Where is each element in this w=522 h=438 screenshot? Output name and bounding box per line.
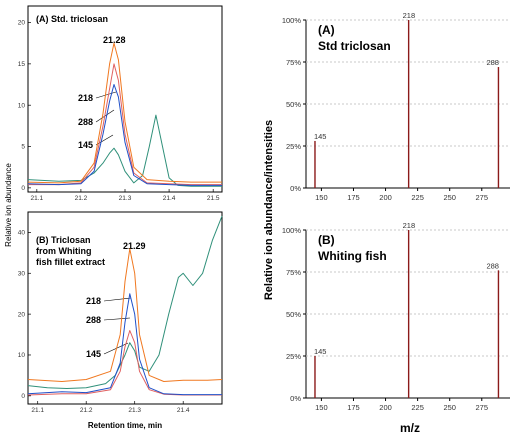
- pointer-line-145: [103, 342, 129, 355]
- y-tick-label: 25%: [286, 142, 301, 151]
- chromatogram-fish-title-line2: from Whiting: [36, 246, 92, 256]
- series-line: [27, 84, 222, 186]
- right-y-axis-label: Relative ion abundance/intensities: [263, 120, 275, 300]
- pointer-line-218: [103, 297, 132, 302]
- spectrum-fish-panel: (B) Whiting fish 0% 25% 50% 75% 100% 150 175 20…: [282, 221, 510, 412]
- spectrum-fish-title-line2: Whiting fish: [318, 249, 387, 263]
- x-tick-label: 200: [379, 403, 392, 412]
- pointer-line-218: [95, 91, 117, 99]
- bar-data-label: 145: [314, 132, 327, 141]
- x-tick-label: 21.1: [31, 407, 44, 414]
- chromatogram-fish-title-line1: (B) Triclosan: [36, 235, 91, 245]
- chromatogram-fish-ion-288: 288: [86, 315, 101, 325]
- series-line: [27, 248, 223, 382]
- series-line: [27, 293, 222, 396]
- bar-data-label: 218: [403, 11, 416, 20]
- y-tick-label: 100%: [282, 16, 302, 25]
- x-tick-label: 21.2: [80, 407, 93, 414]
- y-tick-label: 0%: [290, 394, 301, 403]
- x-tick-label: 175: [347, 403, 360, 412]
- x-tick-label: 150: [315, 193, 328, 202]
- chromatogram-std-panel: (A) Std. triclosan 21.28 218 288 145 0 5 1…: [18, 5, 223, 202]
- series-line: [27, 114, 222, 187]
- series-line: [27, 42, 222, 184]
- x-tick-label: 21.1: [30, 195, 43, 202]
- x-tick-label: 225: [411, 403, 424, 412]
- y-tick-label: 20: [18, 20, 26, 27]
- series-line: [27, 215, 223, 389]
- y-tick-label: 10: [18, 352, 26, 359]
- y-tick-label: 20: [18, 311, 26, 318]
- x-tick-label: 21.5: [207, 195, 220, 202]
- chromatogram-std-rt-label: 21.28: [103, 35, 126, 45]
- spectrum-std-title-line2: Std triclosan: [318, 39, 391, 53]
- spectrum-fish-title-line1: (B): [318, 233, 335, 247]
- y-tick-label: 75%: [286, 58, 301, 67]
- y-tick-label: 0: [21, 185, 25, 192]
- y-tick-label: 0%: [290, 184, 301, 193]
- y-tick-label: 30: [18, 270, 26, 277]
- chromatogram-std-title: (A) Std. triclosan: [36, 14, 108, 24]
- x-tick-label: 150: [315, 403, 328, 412]
- x-tick-label: 275: [476, 193, 489, 202]
- y-tick-label: 15: [18, 61, 26, 68]
- chromatogram-fish-ion-218: 218: [86, 296, 101, 306]
- x-tick-label: 200: [379, 193, 392, 202]
- x-tick-label: 21.4: [163, 195, 176, 202]
- right-x-axis-label: m/z: [400, 421, 420, 435]
- spectrum-std-title-line1: (A): [318, 23, 335, 37]
- bar-data-label: 145: [314, 347, 327, 356]
- chromatogram-std-frame: [27, 5, 223, 193]
- x-tick-label: 21.3: [128, 407, 141, 414]
- y-tick-label: 75%: [286, 268, 301, 277]
- bar-data-label: 288: [486, 58, 499, 67]
- chromatogram-fish-rt-label: 21.29: [123, 241, 146, 251]
- x-tick-label: 225: [411, 193, 424, 202]
- bar-data-label: 218: [403, 221, 416, 230]
- y-tick-label: 5: [21, 144, 25, 151]
- x-tick-label: 21.3: [119, 195, 132, 202]
- chromatogram-fish-ion-145: 145: [86, 349, 101, 359]
- x-tick-label: 275: [476, 403, 489, 412]
- chromatogram-std-ion-218: 218: [78, 93, 93, 103]
- chromatogram-fish-frame: [27, 211, 223, 405]
- y-tick-label: 50%: [286, 100, 301, 109]
- y-tick-label: 25%: [286, 352, 301, 361]
- bar-data-label: 288: [486, 261, 499, 270]
- y-tick-label: 10: [18, 102, 26, 109]
- series-line: [28, 63, 222, 186]
- left-y-axis-label: Relative ion abundance: [4, 163, 13, 247]
- left-x-axis-label: Retention time, min: [88, 421, 162, 430]
- chromatogram-fish-panel: (B) Triclosan from Whiting fish fillet e…: [18, 211, 223, 414]
- spectrum-std-panel: (A) Std triclosan 0% 25% 50% 75% 100% 150 175 2…: [282, 11, 510, 202]
- chromatogram-std-ion-288: 288: [78, 117, 93, 127]
- x-tick-label: 21.4: [177, 407, 190, 414]
- x-tick-label: 250: [443, 193, 456, 202]
- x-tick-label: 175: [347, 193, 360, 202]
- chromatogram-fish-title-line3: fish fillet extract: [36, 257, 105, 267]
- x-tick-label: 21.2: [75, 195, 88, 202]
- chromatogram-std-ion-145: 145: [78, 140, 93, 150]
- y-tick-label: 50%: [286, 310, 301, 319]
- y-tick-label: 100%: [282, 226, 302, 235]
- y-tick-label: 0: [21, 393, 25, 400]
- x-tick-label: 250: [443, 403, 456, 412]
- y-tick-label: 40: [18, 230, 26, 237]
